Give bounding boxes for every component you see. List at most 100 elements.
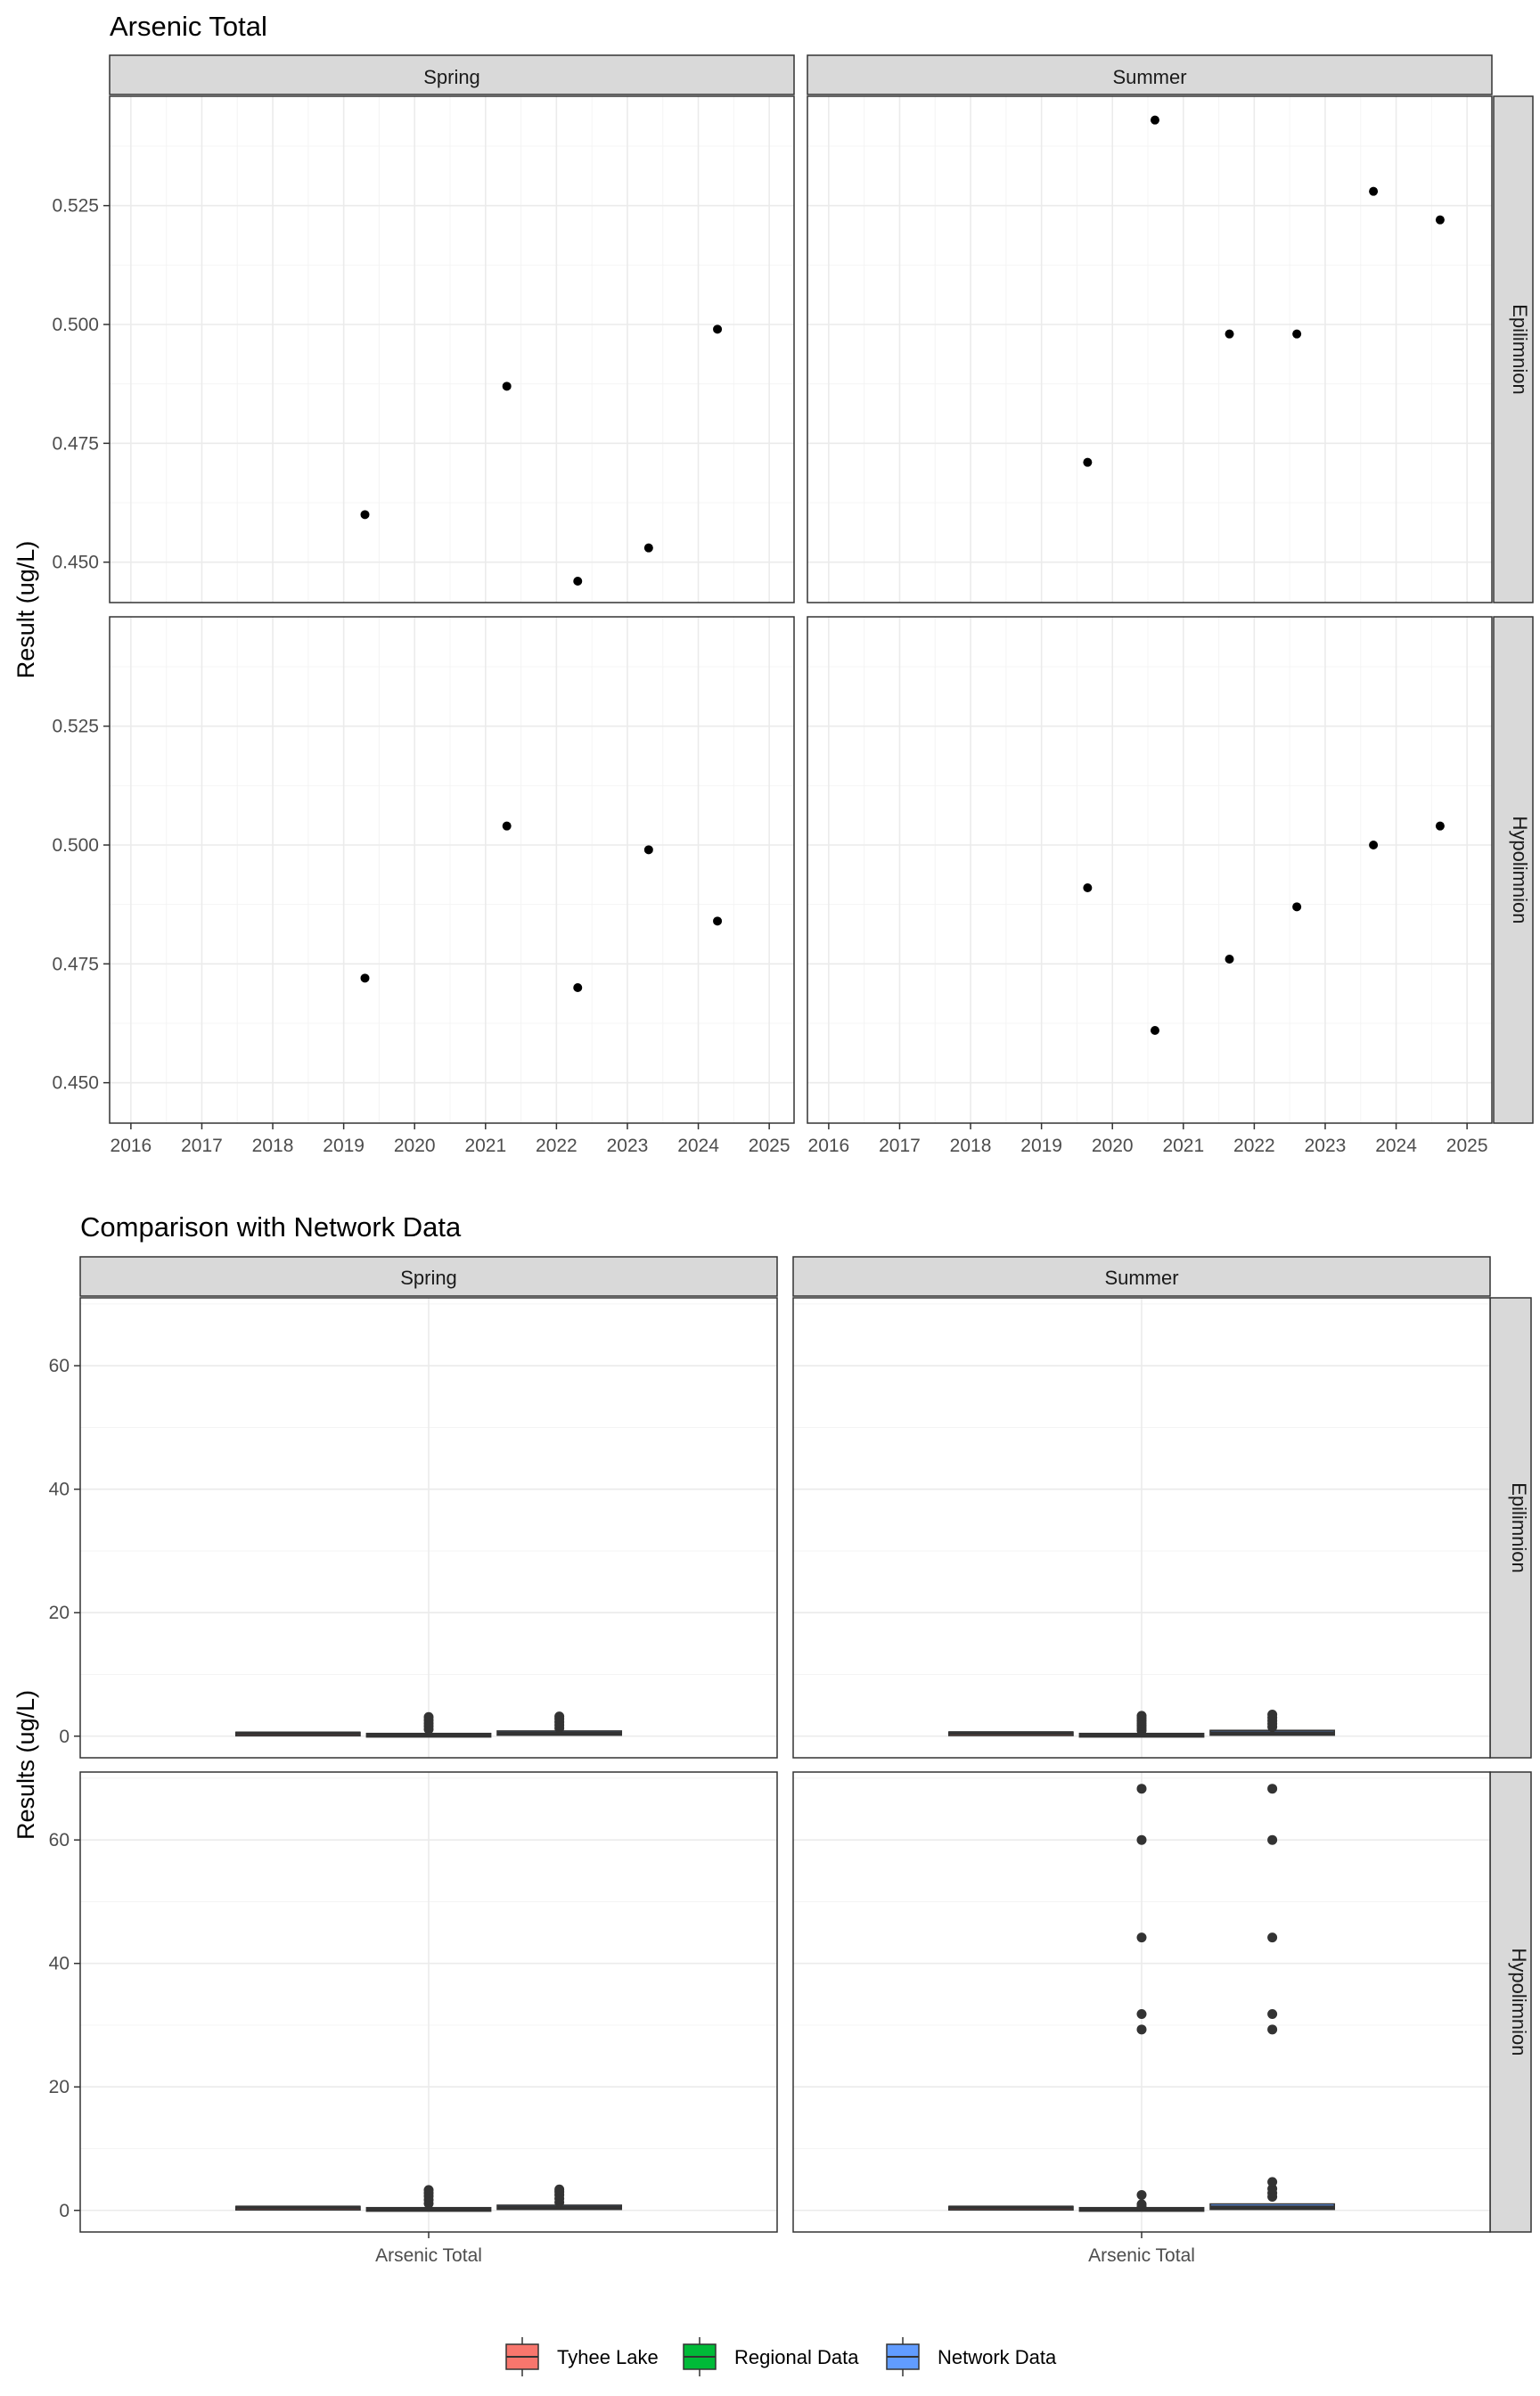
chart2-facet-label-hypolimnion: Hypolimnion (1508, 1948, 1530, 2055)
chart1-x-tick-label: 2022 (1233, 1136, 1275, 1156)
chart2-outlier (1267, 2024, 1278, 2035)
chart1-point (643, 845, 653, 855)
chart2-outlier (1136, 1932, 1147, 1943)
chart1-point (502, 821, 512, 831)
chart1-y-tick-label: 0.525 (52, 717, 99, 737)
chart1-x-tick-label: 2020 (1092, 1136, 1134, 1156)
chart1-x-tick-label: 2021 (464, 1136, 506, 1156)
legend-label-tyhee-lake: Tyhee Lake (557, 2346, 659, 2368)
chart1-x-tick-label: 2019 (323, 1136, 365, 1156)
chart1-panel-border (807, 95, 1493, 603)
chart2-outlier (1136, 2009, 1147, 2020)
chart1-point (1225, 955, 1234, 964)
chart1-x-tick-label: 2019 (1020, 1136, 1062, 1156)
chart1-y-tick-label: 0.450 (52, 1073, 99, 1094)
chart2-y-tick-label: 60 (49, 1830, 70, 1850)
chart1-x-tick-label: 2017 (181, 1136, 223, 1156)
chart2-y-tick-label: 40 (49, 1480, 70, 1500)
chart1-panel-border (109, 95, 795, 603)
chart2-x-tick-label: Arsenic Total (375, 2245, 482, 2266)
chart1-point (713, 916, 723, 926)
chart1-point (1292, 902, 1302, 912)
chart1-point (713, 324, 723, 334)
chart1-point (1083, 457, 1093, 467)
chart2-y-tick-label: 20 (49, 1603, 70, 1623)
chart1-facet-strip-spring (109, 54, 795, 95)
chart1-point (1083, 883, 1093, 892)
chart1-panel-border (807, 616, 1493, 1124)
chart2-outlier (1267, 2184, 1278, 2195)
chart2-outlier (1267, 2177, 1278, 2187)
chart2-panel-border (792, 1297, 1491, 1759)
chart1-facet-label-hypolimnion: Hypolimnion (1509, 816, 1531, 923)
chart2-outlier (554, 2184, 565, 2195)
chart1-title: Arsenic Total (110, 11, 267, 42)
chart1-facet-strip-summer (807, 54, 1493, 95)
chart1-x-tick-label: 2017 (879, 1136, 921, 1156)
chart2-y-tick-label: 60 (49, 1356, 70, 1376)
chart2-outlier (1136, 2024, 1147, 2035)
chart1-point (573, 983, 583, 992)
chart1-y-tick-label: 0.525 (52, 196, 99, 217)
chart1-y-axis-label: Result (ug/L) (12, 541, 39, 679)
chart1-point (1292, 329, 1302, 339)
chart1-point (1369, 841, 1379, 849)
chart1-x-tick-label: 2016 (808, 1136, 850, 1156)
chart2-facet-label-spring: Spring (400, 1267, 457, 1289)
chart2-panel-border (79, 1297, 778, 1759)
chart2-outlier (554, 1711, 565, 1722)
chart1-panel-bg (110, 96, 794, 603)
chart1-x-tick-label: 2018 (252, 1136, 294, 1156)
chart2-facet-strip-hypolimnion (1489, 1771, 1532, 2233)
chart2-x-tick-label: Arsenic Total (1088, 2245, 1195, 2266)
chart1-point (643, 543, 653, 553)
chart2-y-tick-label: 20 (49, 2077, 70, 2097)
legend-label-regional-data: Regional Data (734, 2346, 859, 2368)
legend-label-network-data: Network Data (938, 2346, 1057, 2368)
chart1-panel-bg (110, 617, 794, 1123)
chart1-point (1369, 186, 1379, 196)
chart2-outlier (1136, 1834, 1147, 1845)
chart2-outlier (1267, 2009, 1278, 2020)
chart1-facet-strip-hypolimnion (1493, 616, 1534, 1124)
chart1-panel-border (109, 616, 795, 1124)
chart1-x-tick-label: 2024 (1375, 1136, 1417, 1156)
chart2-facet-label-epilimnion: Epilimnion (1508, 1482, 1530, 1573)
chart1-y-tick-label: 0.475 (52, 954, 99, 974)
chart1-y-tick-label: 0.475 (52, 433, 99, 454)
chart1-facet-strip-epilimnion (1493, 95, 1534, 603)
chart1-x-tick-label: 2025 (749, 1136, 790, 1156)
chart2-outlier (1267, 1932, 1278, 1943)
chart1-x-tick-label: 2025 (1446, 1136, 1488, 1156)
chart1-x-tick-label: 2018 (950, 1136, 992, 1156)
chart2-outlier (1136, 1711, 1147, 1721)
chart1-point (1435, 215, 1445, 225)
chart2-y-tick-label: 0 (59, 1727, 70, 1747)
chart1-facet-label-epilimnion: Epilimnion (1509, 304, 1531, 395)
chart1-point (573, 577, 583, 586)
chart2-y-axis-label: Results (ug/L) (12, 1690, 39, 1840)
chart1-facet-label-summer: Summer (1112, 66, 1186, 88)
chart1-x-tick-label: 2016 (111, 1136, 152, 1156)
chart2-facet-strip-epilimnion (1489, 1297, 1532, 1759)
chart2-y-tick-label: 40 (49, 1954, 70, 1974)
chart1-point (1435, 821, 1445, 831)
chart1-y-tick-label: 0.450 (52, 553, 99, 573)
chart1-point (360, 510, 370, 520)
chart2-facet-strip-spring (79, 1256, 778, 1297)
chart2-outlier (1267, 1710, 1278, 1720)
chart2-facet-strip-summer (792, 1256, 1491, 1297)
chart1-x-tick-label: 2023 (607, 1136, 649, 1156)
chart1-y-tick-label: 0.500 (52, 835, 99, 856)
chart1-point (1225, 329, 1234, 339)
chart1-facet-label-spring: Spring (423, 66, 480, 88)
chart2-y-tick-label: 0 (59, 2201, 70, 2221)
chart2-outlier (1267, 1834, 1278, 1845)
chart1-x-tick-label: 2023 (1305, 1136, 1347, 1156)
chart1-x-tick-label: 2021 (1162, 1136, 1204, 1156)
chart1-x-tick-label: 2022 (536, 1136, 578, 1156)
chart1-point (1150, 1026, 1159, 1035)
chart2-outlier (423, 1711, 434, 1722)
chart2-outlier (1136, 2189, 1147, 2200)
